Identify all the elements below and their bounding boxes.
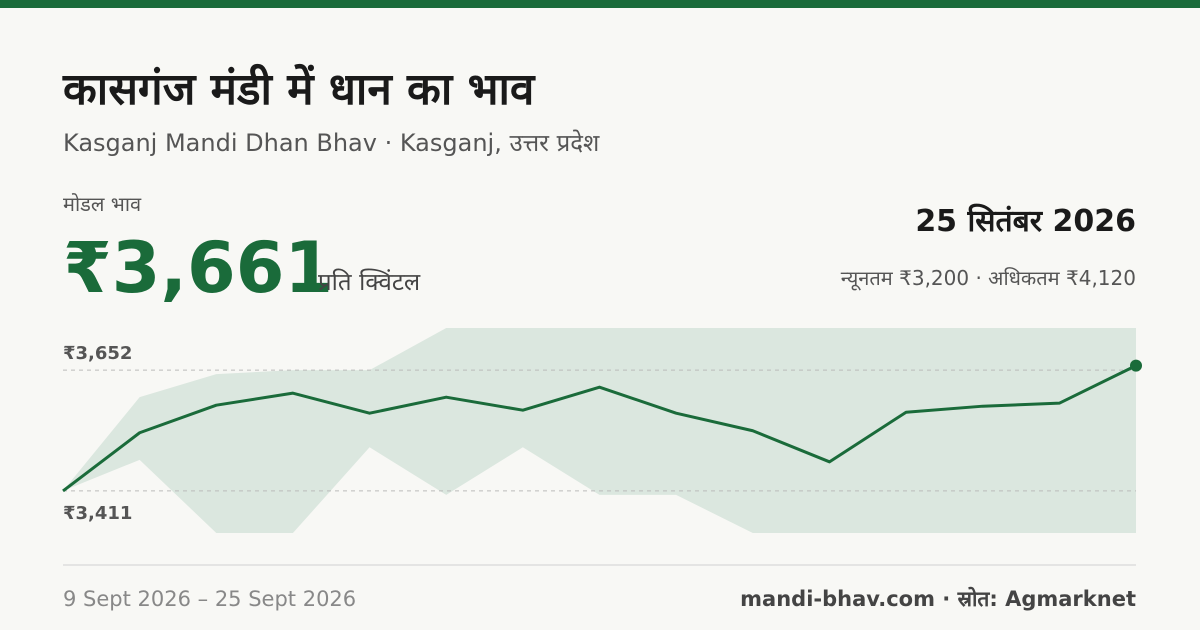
range-band	[63, 328, 1136, 533]
plot: ₹3,411 ₹3,652	[62, 328, 1142, 533]
date: 25 सितंबर 2026	[915, 203, 1136, 239]
min-max: न्यूनतम ₹3,200 · अधिकतम ₹4,120	[841, 266, 1136, 291]
price-line	[62, 364, 1137, 493]
price-unit: प्रति क्विंटल	[318, 268, 421, 296]
subtitle: Kasganj Mandi Dhan Bhav · Kasganj, उत्तर…	[63, 129, 600, 157]
price: ₹3,661	[63, 227, 333, 309]
top-bar	[0, 0, 1200, 8]
price-label: मोडल भाव	[63, 192, 142, 216]
date-range: 9 Sept 2026 – 25 Sept 2026	[63, 587, 356, 611]
y-tick-label: ₹3,411	[63, 503, 132, 524]
y-tick-label: ₹3,652	[63, 343, 132, 364]
title: कासगंज मंडी में धान का भाव	[62, 63, 536, 115]
source: mandi-bhav.com · स्रोत: Agmarknet	[740, 586, 1136, 611]
last-point	[1130, 359, 1142, 372]
